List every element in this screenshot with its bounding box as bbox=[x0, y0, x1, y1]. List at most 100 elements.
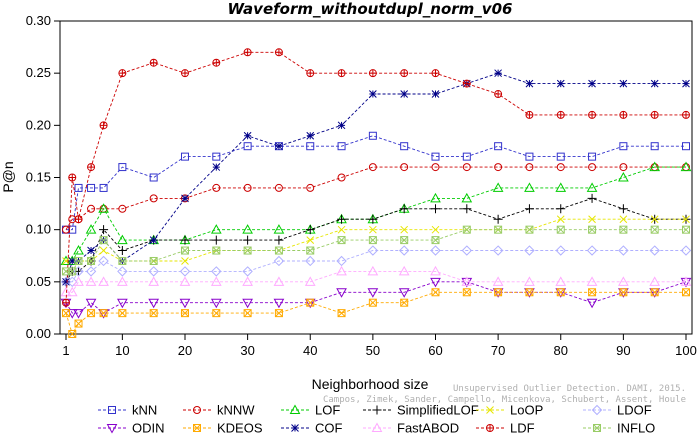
data-point bbox=[682, 79, 690, 88]
data-point bbox=[430, 265, 441, 276]
data-point bbox=[586, 182, 598, 192]
data-point bbox=[99, 309, 108, 318]
data-point bbox=[556, 110, 565, 119]
legend-marker bbox=[108, 406, 116, 414]
series-line bbox=[65, 291, 686, 336]
data-point bbox=[149, 256, 158, 265]
data-point bbox=[586, 276, 598, 286]
data-point bbox=[619, 79, 628, 88]
data-point bbox=[181, 194, 189, 203]
legend-marker bbox=[591, 404, 603, 416]
data-point bbox=[494, 142, 503, 151]
data-point bbox=[243, 183, 252, 192]
data-point bbox=[148, 266, 159, 277]
data-point bbox=[649, 245, 660, 256]
data-point bbox=[211, 235, 221, 245]
data-point bbox=[462, 204, 472, 214]
legend-marker bbox=[193, 406, 201, 414]
legend-label: LDOF bbox=[617, 403, 652, 418]
data-point bbox=[400, 142, 409, 151]
data-point bbox=[337, 173, 346, 182]
legend-label: kNNW bbox=[217, 403, 255, 418]
data-point bbox=[650, 142, 659, 151]
data-point bbox=[243, 131, 252, 140]
data-point bbox=[149, 236, 158, 244]
data-point bbox=[588, 110, 597, 119]
data-point bbox=[67, 276, 78, 288]
data-point bbox=[400, 236, 409, 245]
data-point bbox=[212, 58, 221, 67]
x-tick-label: 10 bbox=[115, 343, 129, 358]
data-point bbox=[524, 204, 534, 214]
x-tick-label: 90 bbox=[616, 343, 630, 358]
data-point bbox=[587, 193, 597, 203]
data-point bbox=[118, 204, 127, 213]
legend-marker bbox=[593, 424, 601, 432]
data-point bbox=[461, 192, 473, 203]
data-point bbox=[87, 183, 96, 192]
legend-item-fastabod: FastABOD bbox=[363, 421, 459, 434]
legend-item-loop: LoOP bbox=[476, 403, 543, 418]
data-point bbox=[148, 276, 160, 286]
data-point bbox=[368, 236, 377, 245]
data-point bbox=[306, 183, 315, 192]
series-line bbox=[66, 166, 686, 262]
data-point bbox=[118, 309, 127, 318]
y-tick-label: 0.20 bbox=[26, 117, 51, 132]
data-point bbox=[149, 194, 158, 203]
data-point bbox=[243, 246, 252, 255]
series-line bbox=[66, 250, 686, 283]
data-point bbox=[618, 204, 628, 214]
data-point bbox=[181, 257, 189, 265]
data-point bbox=[492, 245, 504, 256]
legend-marker bbox=[289, 404, 301, 414]
data-point bbox=[148, 298, 160, 309]
data-point bbox=[525, 152, 534, 161]
data-point bbox=[273, 224, 285, 234]
data-point bbox=[85, 276, 97, 286]
data-point bbox=[62, 298, 70, 307]
data-point bbox=[305, 225, 315, 235]
data-point bbox=[368, 69, 377, 78]
data-point bbox=[98, 255, 109, 267]
data-point bbox=[431, 69, 440, 78]
data-point bbox=[431, 225, 440, 234]
data-point bbox=[87, 163, 96, 172]
data-point bbox=[73, 245, 84, 255]
data-point bbox=[619, 215, 628, 224]
data-point bbox=[180, 69, 189, 78]
data-point bbox=[369, 225, 377, 234]
data-point bbox=[556, 288, 565, 297]
series-ldof bbox=[60, 245, 692, 288]
legend-item-ldf: LDF bbox=[476, 421, 535, 434]
y-tick-label: 0.05 bbox=[26, 274, 51, 289]
series-kdeos bbox=[62, 288, 690, 338]
series-line bbox=[66, 135, 686, 231]
data-point bbox=[398, 265, 410, 276]
data-point bbox=[400, 69, 409, 78]
data-point bbox=[180, 309, 189, 318]
data-point bbox=[649, 161, 661, 172]
legend-item-knn: kNN bbox=[98, 403, 157, 418]
data-point bbox=[179, 298, 191, 309]
data-point bbox=[586, 298, 598, 309]
data-point bbox=[117, 298, 128, 309]
data-point bbox=[62, 257, 70, 265]
data-point bbox=[525, 110, 534, 119]
data-point bbox=[525, 288, 534, 297]
data-point bbox=[680, 161, 692, 172]
data-point bbox=[525, 225, 534, 234]
series-line bbox=[65, 197, 686, 283]
data-point bbox=[305, 255, 316, 267]
data-point bbox=[337, 69, 346, 78]
data-point bbox=[431, 163, 440, 172]
data-point bbox=[619, 110, 628, 119]
data-point bbox=[68, 330, 77, 338]
data-point bbox=[275, 142, 283, 151]
data-point bbox=[430, 192, 441, 203]
data-point bbox=[588, 225, 597, 234]
data-point bbox=[210, 298, 222, 309]
data-point bbox=[398, 288, 410, 298]
data-point bbox=[306, 131, 315, 140]
